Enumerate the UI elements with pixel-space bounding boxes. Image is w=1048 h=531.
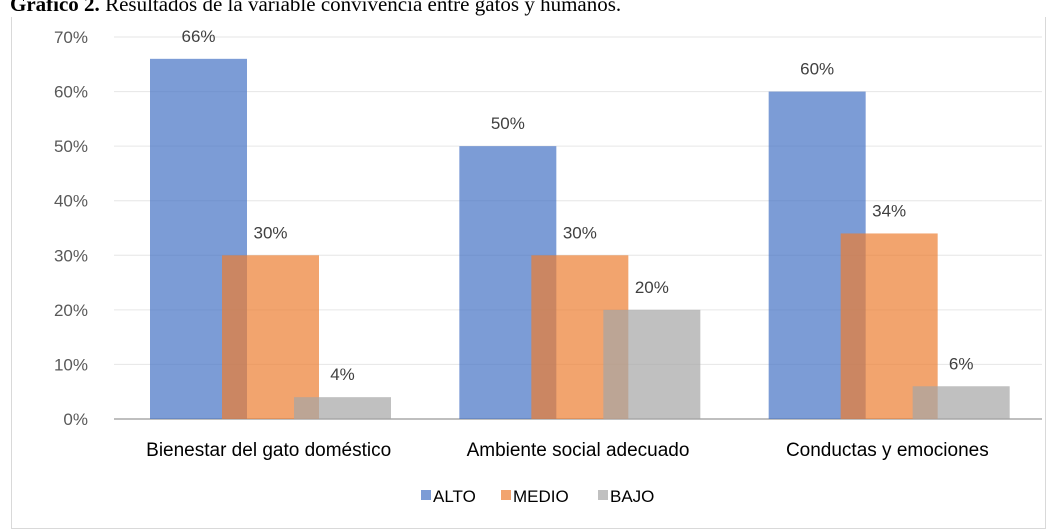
chart-caption: Gráfico 2. Resultados de la variable con…	[10, 0, 621, 17]
bar-bajo	[603, 309, 701, 419]
legend-label-bajo: BAJO	[610, 487, 654, 506]
caption-text: Resultados de la variable convivencia en…	[105, 0, 622, 16]
data-label: 34%	[872, 201, 906, 220]
data-label: 50%	[491, 114, 525, 133]
data-labels: 66% 30% 4% 50% 30% 20% 60% 34% 6%	[181, 27, 973, 384]
legend-label-alto: ALTO	[433, 487, 476, 506]
bars	[150, 58, 1010, 420]
legend-swatch-bajo	[598, 490, 608, 500]
y-tick-label: 50%	[54, 137, 88, 156]
legend-swatch-medio	[501, 490, 511, 500]
caption-prefix: Gráfico 2.	[10, 0, 100, 16]
chart-frame	[11, 17, 1046, 529]
y-tick-label: 70%	[54, 28, 88, 47]
legend-swatch-alto	[421, 490, 431, 500]
category-label: Conductas y emociones	[786, 440, 989, 461]
data-label: 20%	[635, 278, 669, 297]
category-labels: Bienestar del gato doméstico Ambiente soc…	[146, 440, 989, 461]
y-tick-label: 20%	[54, 301, 88, 320]
y-tick-label: 40%	[54, 192, 88, 211]
bar-medio	[222, 255, 319, 419]
legend: ALTO MEDIO BAJO	[421, 487, 654, 506]
bar-bajo	[294, 397, 391, 419]
data-label: 66%	[181, 27, 215, 46]
data-label: 6%	[949, 354, 974, 373]
category-label: Bienestar del gato doméstico	[146, 440, 391, 461]
category-label: Ambiente social adecuado	[467, 440, 690, 461]
y-tick-label: 0%	[63, 410, 88, 429]
data-label: 30%	[563, 223, 597, 242]
data-label: 60%	[800, 60, 834, 79]
data-label: 4%	[330, 365, 355, 384]
y-tick-label: 60%	[54, 83, 88, 102]
y-axis-ticks: 0% 10% 20% 30% 40% 50% 60% 70%	[54, 28, 88, 429]
legend-label-medio: MEDIO	[513, 487, 569, 506]
bar-bajo	[912, 386, 1010, 419]
data-label: 30%	[253, 223, 287, 242]
y-tick-label: 10%	[54, 355, 88, 374]
y-tick-label: 30%	[54, 246, 88, 265]
